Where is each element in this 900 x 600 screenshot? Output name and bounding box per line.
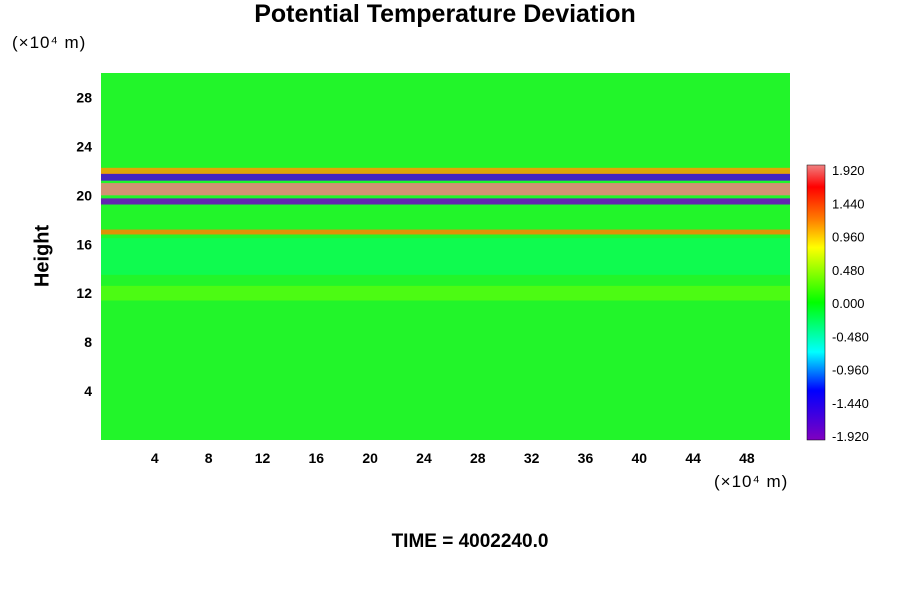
- anomaly-bands: [101, 167, 790, 301]
- colorbar-tick-label: 0.960: [832, 230, 865, 245]
- colorbar-tick-label: -1.920: [832, 429, 869, 444]
- anomaly-band-5: [101, 285, 790, 301]
- colorbar-tick-label: 1.920: [832, 163, 865, 178]
- time-annotation: TIME = 4002240.0: [391, 531, 549, 552]
- y-tick-label: 4: [84, 383, 92, 399]
- x-tick-label: 8: [205, 450, 213, 466]
- colorbar-tick-label: -0.960: [832, 363, 869, 378]
- y-axis-unit: (×10⁴ m): [12, 33, 87, 52]
- anomaly-band-2: [101, 198, 790, 205]
- anomaly-band-4: [101, 229, 790, 235]
- y-tick-label: 24: [76, 138, 92, 154]
- x-tick-label: 24: [416, 450, 432, 466]
- chart-title: Potential Temperature Deviation: [254, 0, 636, 28]
- y-tick-label: 16: [76, 236, 92, 252]
- colorbar-tick-label: -0.480: [832, 329, 869, 344]
- x-axis-unit: (×10⁴ m): [714, 472, 789, 491]
- colorbar-tick-label: 0.000: [832, 296, 865, 311]
- x-tick-label: 40: [631, 450, 647, 466]
- x-tick-label: 12: [255, 450, 271, 466]
- colorbar-tick-label: -1.440: [832, 396, 869, 411]
- y-tick-label: 8: [84, 334, 92, 350]
- x-ticks: 4 8 12 16 20 24 28 32 36 40 44 48: [151, 450, 755, 466]
- anomaly-band-1: [101, 173, 790, 181]
- x-tick-label: 16: [309, 450, 325, 466]
- colorbar-ticks: 1.920 1.440 0.960 0.480 0.000 -0.480 -0.960 -1.…: [832, 163, 869, 444]
- x-tick-label: 48: [739, 450, 755, 466]
- x-tick-label: 28: [470, 450, 486, 466]
- anomaly-band-0: [101, 183, 790, 196]
- anomaly-band-6: [101, 238, 790, 275]
- colorbar: [806, 164, 826, 441]
- x-tick-label: 44: [685, 450, 701, 466]
- y-tick-label: 12: [76, 285, 92, 301]
- anomaly-band-3: [101, 167, 790, 174]
- x-tick-label: 20: [362, 450, 378, 466]
- x-tick-label: 32: [524, 450, 540, 466]
- y-ticks: 4 8 12 16 20 24 28: [76, 89, 92, 399]
- x-tick-label: 36: [578, 450, 594, 466]
- colorbar-tick-label: 0.480: [832, 263, 865, 278]
- colorbar-tick-label: 1.440: [832, 196, 865, 211]
- x-tick-label: 4: [151, 450, 159, 466]
- y-tick-label: 20: [76, 187, 92, 203]
- y-tick-label: 28: [76, 89, 92, 105]
